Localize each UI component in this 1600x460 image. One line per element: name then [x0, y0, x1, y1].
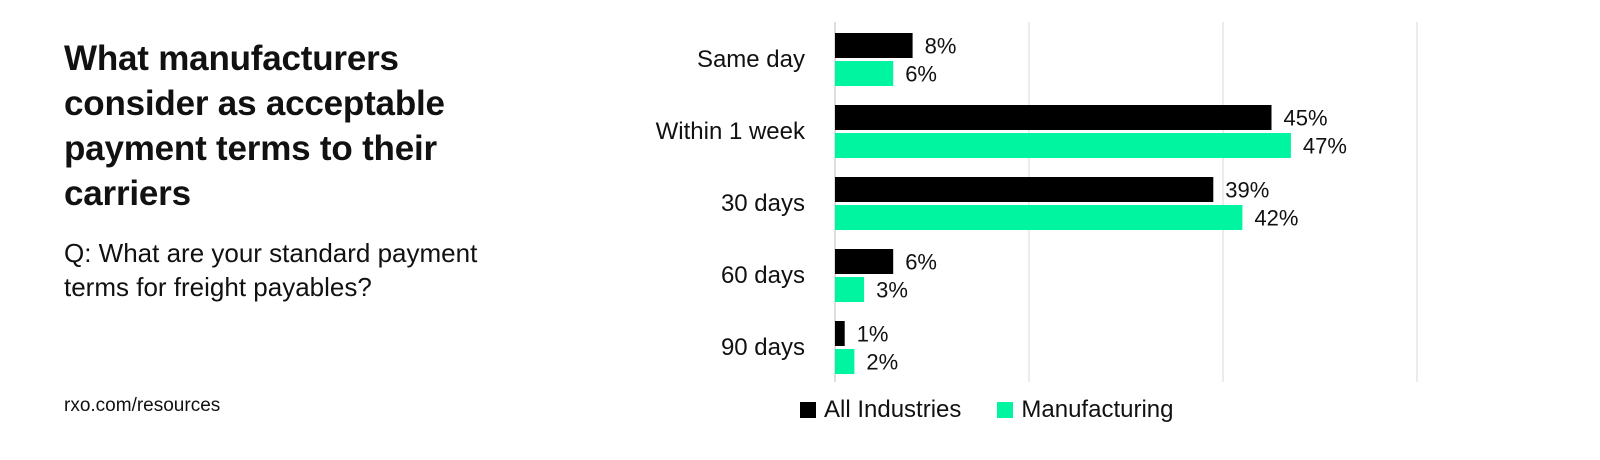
category-label: 30 days [721, 190, 805, 217]
category-label: 90 days [721, 334, 805, 361]
bar [835, 249, 894, 274]
bar [835, 133, 1291, 158]
data-label: 2% [866, 350, 898, 375]
bar [835, 321, 845, 346]
data-label: 47% [1303, 134, 1347, 159]
data-label: 45% [1284, 106, 1328, 131]
category-label: 60 days [721, 262, 805, 289]
data-label: 6% [905, 62, 937, 87]
data-label: 8% [925, 34, 957, 59]
bar [835, 205, 1243, 230]
text-panel: What manufacturers consider as acceptabl… [64, 36, 544, 304]
legend-item-manufacturing: Manufacturing [997, 396, 1173, 424]
data-label: 3% [876, 278, 908, 303]
data-label: 42% [1254, 206, 1298, 231]
page-title: What manufacturers consider as acceptabl… [64, 39, 445, 213]
legend-item-all-industries: All Industries [800, 396, 961, 424]
bar [835, 177, 1214, 202]
category-label: Same day [697, 46, 805, 73]
source-link[interactable]: rxo.com/resources [64, 395, 221, 416]
data-label: 39% [1225, 178, 1269, 203]
bar [835, 61, 894, 86]
data-label: 1% [857, 322, 889, 347]
legend-swatch-manufacturing [997, 402, 1014, 418]
legend-label-all-industries: All Industries [824, 396, 962, 423]
bar [835, 33, 913, 58]
data-label: 6% [905, 250, 937, 275]
bar-chart: Same day 8% 6% Within 1 week 45% 47% 30 days 39… [656, 22, 1418, 382]
bar [835, 105, 1272, 130]
legend-label-manufacturing: Manufacturing [1021, 396, 1174, 423]
bar [835, 349, 855, 374]
legend: All Industries Manufacturing [800, 396, 1209, 424]
question-subtitle: Q: What are your standard payment terms … [64, 238, 478, 302]
legend-swatch-all-industries [800, 402, 816, 418]
bar [835, 277, 865, 302]
category-label: Within 1 week [656, 118, 806, 145]
